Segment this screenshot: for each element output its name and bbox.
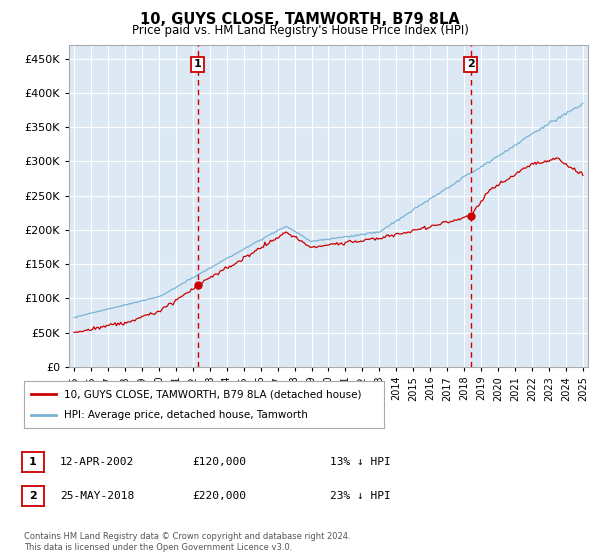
Text: HPI: Average price, detached house, Tamworth: HPI: Average price, detached house, Tamw…: [64, 410, 307, 420]
Text: Contains HM Land Registry data © Crown copyright and database right 2024.
This d: Contains HM Land Registry data © Crown c…: [24, 532, 350, 552]
Text: 2: 2: [29, 491, 37, 501]
Text: Price paid vs. HM Land Registry's House Price Index (HPI): Price paid vs. HM Land Registry's House …: [131, 24, 469, 36]
Text: 23% ↓ HPI: 23% ↓ HPI: [330, 491, 391, 501]
Text: 1: 1: [29, 457, 37, 467]
Text: 1: 1: [194, 59, 202, 69]
Text: 25-MAY-2018: 25-MAY-2018: [60, 491, 134, 501]
Text: 10, GUYS CLOSE, TAMWORTH, B79 8LA: 10, GUYS CLOSE, TAMWORTH, B79 8LA: [140, 12, 460, 27]
Text: 13% ↓ HPI: 13% ↓ HPI: [330, 457, 391, 467]
Text: 2: 2: [467, 59, 475, 69]
Text: 10, GUYS CLOSE, TAMWORTH, B79 8LA (detached house): 10, GUYS CLOSE, TAMWORTH, B79 8LA (detac…: [64, 389, 361, 399]
Text: £220,000: £220,000: [192, 491, 246, 501]
Text: 12-APR-2002: 12-APR-2002: [60, 457, 134, 467]
Text: £120,000: £120,000: [192, 457, 246, 467]
